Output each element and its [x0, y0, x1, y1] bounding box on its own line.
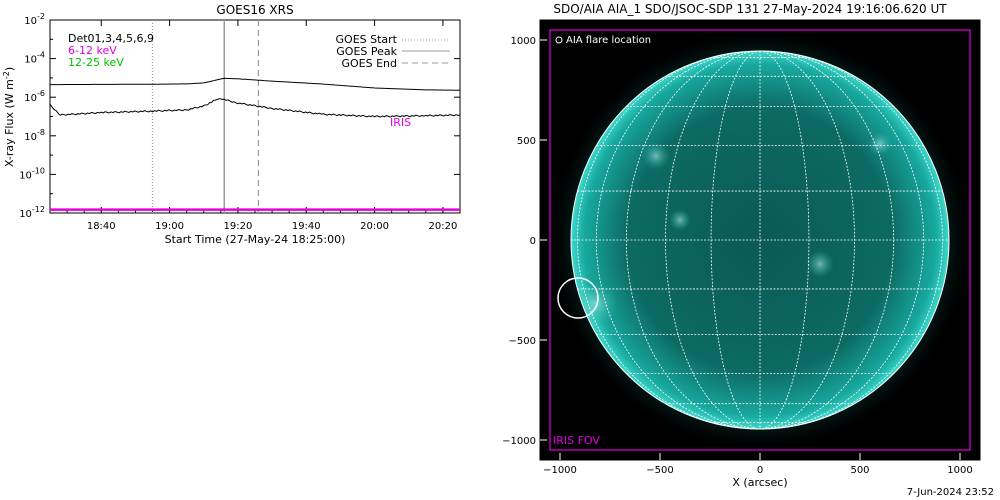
aia-y-tick-label: 1000	[511, 36, 536, 47]
goes-y-tick-label: 10-2	[24, 12, 45, 27]
legend-goes-start: GOES Start	[336, 33, 398, 46]
legend-goes-end: GOES End	[341, 57, 397, 70]
aia-x-tick-label: 1000	[947, 465, 972, 476]
legend-detectors: Det01,3,4,5,6,9	[68, 32, 154, 45]
aia-y-tick-label: −1000	[502, 436, 536, 447]
goes-series-line	[49, 98, 461, 118]
heliographic-grid	[571, 51, 949, 429]
goes-y-tick-label: 10-12	[19, 205, 45, 220]
legend-6-12kev: 6-12 keV	[68, 44, 117, 57]
aia-y-tick-label: −500	[509, 336, 536, 347]
aia-y-tick-label: 500	[517, 136, 536, 147]
longitude-line	[665, 51, 761, 429]
goes-y-tick-label: 10-8	[24, 128, 45, 143]
active-regions	[574, 132, 892, 326]
goes-y-tick-exp: -12	[32, 205, 45, 214]
aia-x-tick-label: −1000	[543, 465, 577, 476]
goes-legend-right: GOES Start GOES Peak GOES End	[336, 33, 450, 70]
goes-y-tick-base: 10	[24, 93, 37, 104]
goes-y-tick-base: 10	[19, 170, 32, 181]
active-region-glow	[868, 132, 892, 156]
aia-image-plot: SDO/AIA AIA_1 SDO/JSOC-SDP 131 27-May-20…	[502, 2, 981, 489]
aia-x-axis-label: X (arcsec)	[732, 476, 787, 489]
active-region-glow	[806, 250, 834, 278]
longitude-line	[577, 51, 761, 429]
goes-y-axis-label-close: )	[3, 67, 16, 71]
goes-x-tick-label: 20:00	[360, 221, 389, 232]
goes-time-markers	[151, 20, 260, 213]
iris-label: IRIS	[390, 116, 411, 129]
goes-series-line	[50, 77, 460, 91]
aia-x-axis: −1000 −500 0 500 1000	[543, 453, 973, 476]
active-region-glow	[669, 209, 691, 231]
goes-y-tick-base: 10	[19, 209, 32, 220]
aia-y-axis: 1000 500 0 −500 −1000	[502, 36, 547, 447]
longitude-line	[759, 51, 925, 429]
goes-x-tick-label: 19:00	[155, 221, 184, 232]
goes-x-axis-label: Start Time (27-May-24 18:25:00)	[165, 233, 346, 246]
aia-x-tick-label: 0	[757, 465, 763, 476]
goes-y-tick-label: 10-10	[19, 166, 45, 181]
goes-x-tick-label: 20:20	[429, 221, 458, 232]
flare-location-circle	[557, 277, 599, 319]
longitude-line	[625, 51, 761, 429]
aia-x-tick-label: 500	[850, 465, 869, 476]
goes-y-axis-label: X-ray Flux (W m-2)	[2, 67, 16, 167]
longitude-line	[759, 51, 943, 429]
aia-x-tick-label: −500	[646, 465, 673, 476]
longitude-line	[710, 51, 761, 429]
solar-limb	[570, 50, 950, 430]
goes-y-axis-label-exp: -2	[2, 71, 11, 79]
goes-x-tick-label: 18:40	[87, 221, 116, 232]
active-region-glow	[642, 142, 670, 170]
iris-fov-box	[549, 29, 971, 451]
goes-x-tick-label: 19:40	[292, 221, 321, 232]
goes-series-group	[49, 77, 461, 118]
goes-legend-left: Det01,3,4,5,6,9 6-12 keV 12-25 keV	[68, 32, 154, 69]
longitude-line	[759, 51, 810, 429]
timestamp-footer: 7-Jun-2024 23:52	[906, 487, 994, 498]
flare-legend-icon	[555, 36, 563, 44]
longitude-line	[595, 51, 761, 429]
goes-y-tick-exp: -4	[37, 51, 45, 60]
iris-fov-label: IRIS FOV	[553, 434, 600, 447]
goes-y-tick-exp: -8	[37, 128, 45, 137]
goes-y-tick-label: 10-4	[24, 51, 45, 66]
aia-image-title: SDO/AIA AIA_1 SDO/JSOC-SDP 131 27-May-20…	[553, 2, 947, 16]
goes-y-axis-label-main: X-ray Flux (W m	[3, 79, 16, 167]
longitude-line	[759, 51, 895, 429]
legend-12-25kev: 12-25 keV	[68, 56, 124, 69]
goes-y-tick-exp: -6	[37, 89, 45, 98]
goes-y-tick-base: 10	[24, 132, 37, 143]
goes-y-tick-base: 10	[24, 16, 37, 27]
goes-y-tick-exp: -2	[37, 12, 45, 21]
goes-y-tick-label: 10-6	[24, 89, 45, 104]
longitude-line	[759, 51, 855, 429]
goes-plot-title: GOES16 XRS	[216, 3, 293, 17]
goes-y-tick-exp: -10	[32, 166, 45, 175]
goes-x-tick-label: 19:20	[224, 221, 253, 232]
flare-legend-label: AIA flare location	[566, 35, 651, 46]
aia-y-tick-label: 0	[530, 236, 536, 247]
legend-goes-peak: GOES Peak	[336, 45, 397, 58]
goes-y-tick-base: 10	[24, 55, 37, 66]
